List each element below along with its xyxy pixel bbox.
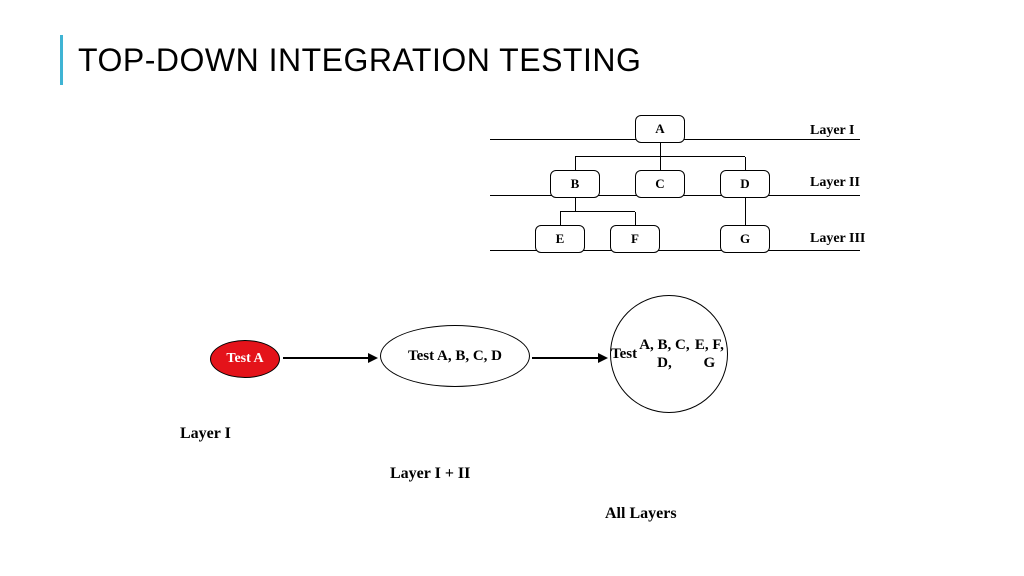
flow-stage-2: TestA, B, C, D,E, F, G <box>610 295 728 413</box>
flow-arrow <box>532 357 598 359</box>
tree-diagram: Layer I Layer II Layer III A B C D EF G <box>490 115 940 285</box>
flow-label: Layer I + II <box>390 465 470 483</box>
tree-edge <box>635 212 636 226</box>
tree-node-b: B <box>550 170 600 198</box>
tree-edge <box>575 198 576 212</box>
tree-edge <box>745 198 746 212</box>
tree-edge <box>660 157 661 171</box>
tree-edge <box>745 212 746 226</box>
tree-edge <box>575 156 660 157</box>
arrow-head-icon <box>598 353 608 363</box>
tree-edge <box>560 212 561 226</box>
flow-label: All Layers <box>605 505 677 523</box>
tree-node-c: C <box>635 170 685 198</box>
tree-node-d: D <box>720 170 770 198</box>
layer-label: Layer II <box>810 175 860 191</box>
tree-node-e: E <box>535 225 585 253</box>
tree-edge <box>660 143 661 157</box>
tree-node-a: A <box>635 115 685 143</box>
tree-edge <box>660 156 745 157</box>
title-bar: TOP-DOWN INTEGRATION TESTING <box>60 35 641 85</box>
tree-edge <box>575 211 635 212</box>
flow-stage-0: Test A <box>210 340 280 378</box>
flow-arrow <box>283 357 368 359</box>
flow-label: Layer I <box>180 425 231 443</box>
layer-label: Layer III <box>810 231 865 247</box>
flow-stage-1: Test A, B, C, D <box>380 325 530 387</box>
tree-node-f: F <box>610 225 660 253</box>
tree-edge <box>575 157 576 171</box>
layer-label: Layer I <box>810 123 854 139</box>
tree-edge <box>745 157 746 171</box>
tree-edge <box>560 211 575 212</box>
tree-node-g: G <box>720 225 770 253</box>
flow-diagram: Test ATest A, B, C, DTestA, B, C, D,E, F… <box>150 320 850 550</box>
title-accent <box>60 35 63 85</box>
page-title: TOP-DOWN INTEGRATION TESTING <box>78 42 641 79</box>
arrow-head-icon <box>368 353 378 363</box>
